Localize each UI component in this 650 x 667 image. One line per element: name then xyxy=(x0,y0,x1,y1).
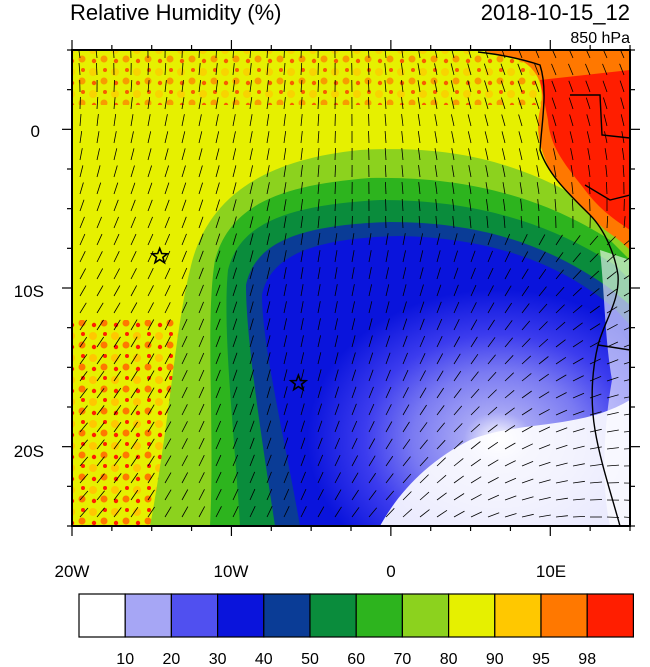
colorbar-label: 98 xyxy=(578,651,596,667)
colorbar-swatch xyxy=(448,593,496,638)
colorbar-swatch xyxy=(170,593,219,638)
chart-title: Relative Humidity (%) xyxy=(70,0,282,25)
colorbar-label: 40 xyxy=(255,651,273,667)
pressure-level-label: 850 hPa xyxy=(570,30,630,47)
colorbar-label: 90 xyxy=(486,651,504,667)
colorbar-label: 50 xyxy=(301,651,319,667)
lon-label-10e: 10E xyxy=(536,562,566,581)
axis-ticks xyxy=(62,40,640,536)
coastline xyxy=(477,51,630,526)
lon-label-20w: 20W xyxy=(55,562,90,581)
colorbar-swatch xyxy=(263,593,311,638)
lon-label-0: 0 xyxy=(386,562,395,581)
lon-label-10w: 10W xyxy=(214,562,249,581)
colorbar-swatch xyxy=(309,593,357,638)
colorbar-label: 70 xyxy=(394,651,412,667)
colorbar-label: 10 xyxy=(116,651,134,667)
colorbar-label: 95 xyxy=(532,651,550,667)
colorbar: 10 20 30 40 50 60 70 80 90 95 98 xyxy=(78,593,635,667)
colorbar-swatch xyxy=(217,593,265,638)
colorbar-swatch xyxy=(78,593,126,638)
lat-label-20s: 20S xyxy=(14,442,44,461)
humidity-field xyxy=(72,50,630,526)
colorbar-swatch xyxy=(401,593,450,638)
colorbar-label: 30 xyxy=(209,651,227,667)
colorbar-swatch xyxy=(124,593,172,638)
markers-layer xyxy=(149,246,309,392)
lat-label-0: 0 xyxy=(31,122,40,141)
colorbar-swatch xyxy=(540,593,588,638)
colorbar-label: 60 xyxy=(347,651,365,667)
colorbar-swatch xyxy=(586,593,635,638)
star-marker-south xyxy=(288,372,309,392)
colorbar-label: 80 xyxy=(440,651,458,667)
wind-vectors xyxy=(78,50,630,518)
colorbar-label: 20 xyxy=(163,651,181,667)
lat-label-10s: 10S xyxy=(14,282,44,301)
colorbar-swatch xyxy=(355,593,404,638)
star-marker-north xyxy=(149,246,170,265)
colorbar-swatch xyxy=(494,593,542,638)
datetime-label: 2018-10-15_12 xyxy=(480,0,630,25)
